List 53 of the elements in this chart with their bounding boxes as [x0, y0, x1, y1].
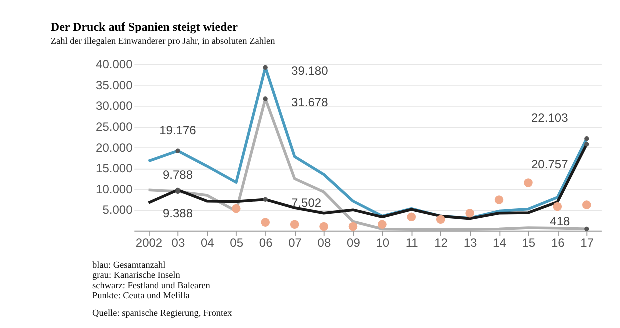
- y-tick-label: 35.000: [96, 78, 134, 92]
- chart-subtitle: Zahl der illegalen Einwanderer pro Jahr, in absoluten Zahlen: [50, 36, 276, 47]
- annotation: 22.103: [531, 111, 569, 126]
- point: [320, 222, 328, 232]
- annotation: 31.678: [292, 95, 329, 110]
- x-tick-label: 07: [288, 236, 302, 250]
- y-tick-label: 40.000: [96, 57, 134, 72]
- x-tick-label: 13: [464, 236, 478, 250]
- x-tick-label: 10: [376, 236, 390, 250]
- annotation: 418: [550, 214, 571, 228]
- x-tick-label: 15: [522, 236, 536, 250]
- annotation: 9.388: [162, 206, 194, 221]
- text: blau: Gesamtanzahl: [92, 260, 166, 271]
- x-tick-label: 09: [347, 236, 361, 250]
- chart-title: Der Druck auf Spanien steigt wieder: [50, 20, 239, 34]
- point: [524, 178, 533, 188]
- x-tick-label: 16: [551, 236, 566, 250]
- annotation: 9.788: [162, 168, 194, 182]
- x-tick-label: 12: [434, 236, 448, 250]
- x-tick-label: 11: [406, 236, 419, 250]
- y-tick-label: 20.000: [96, 140, 134, 155]
- point: [348, 222, 358, 232]
- y-tick-label: 30.000: [96, 99, 134, 114]
- point: [582, 200, 592, 210]
- point: [553, 202, 562, 212]
- x-tick-label: 05: [230, 236, 244, 250]
- y-tick-label: 25.000: [96, 120, 134, 134]
- x-tick-label: 03: [172, 236, 186, 250]
- text: Punkte: Ceuta und Melilla: [92, 291, 190, 302]
- annotation: 19.176: [160, 123, 197, 138]
- annotation: 7.502: [292, 196, 322, 210]
- x-tick-label: 06: [259, 236, 274, 250]
- point: [290, 220, 300, 230]
- point: [261, 218, 270, 227]
- text: grau: Kanarische Inseln: [92, 271, 181, 282]
- x-tick-label: 04: [200, 236, 215, 250]
- point: [466, 209, 474, 218]
- y-tick-label: 15.000: [96, 162, 134, 176]
- text: schwarz: Festland und Balearen: [92, 281, 211, 292]
- y-tick-label: 5.000: [102, 203, 134, 218]
- point: [436, 215, 446, 224]
- annotation: 39.180: [292, 64, 329, 78]
- point: [232, 204, 241, 214]
- x-tick-label: 2002: [136, 236, 163, 250]
- source-note: Quelle: spanische Regierung, Frontex: [92, 309, 233, 320]
- annotation: 20.757: [531, 158, 569, 172]
- point: [378, 220, 387, 230]
- x-tick-label: 17: [580, 236, 594, 250]
- point: [494, 196, 504, 204]
- y-tick-label: 10.000: [96, 182, 134, 196]
- x-tick-label: 14: [493, 236, 507, 250]
- x-tick-label: 08: [318, 236, 332, 250]
- point: [407, 212, 416, 222]
